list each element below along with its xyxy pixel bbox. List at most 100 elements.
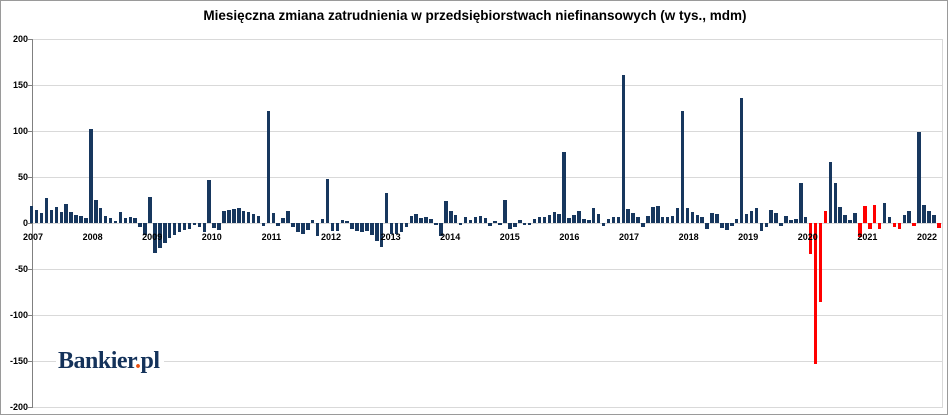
y-axis-label--200: -200 xyxy=(9,402,28,412)
bar-2021-02 xyxy=(863,205,867,223)
bar-2009-11 xyxy=(197,223,202,227)
x-axis-label-2015: 2015 xyxy=(499,232,520,242)
bar-2015-05 xyxy=(522,223,527,225)
y-axis-tick--150 xyxy=(28,361,32,362)
bar-2019-06 xyxy=(764,223,769,227)
x-axis-label-2017: 2017 xyxy=(618,232,640,242)
bar-2007-11 xyxy=(79,215,83,223)
bar-2020-08 xyxy=(833,182,838,223)
x-axis-label-2008: 2008 xyxy=(82,232,103,242)
bar-2014-12 xyxy=(498,223,502,225)
bar-2016-06 xyxy=(587,220,591,223)
bar-2016-11 xyxy=(611,216,616,223)
bar-2017-04 xyxy=(636,217,640,223)
bar-2010-08 xyxy=(241,211,246,223)
x-axis-label-2019: 2019 xyxy=(738,232,759,242)
x-axis-label-2012: 2012 xyxy=(320,232,342,242)
gridline-y200 xyxy=(32,39,942,40)
bar-2018-02 xyxy=(685,208,690,223)
bar-2010-12 xyxy=(261,223,266,226)
bar-2013-04 xyxy=(399,223,404,233)
plot-right-border xyxy=(942,39,943,408)
bar-2007-12 xyxy=(84,218,88,223)
bar-2019-04 xyxy=(754,208,759,223)
gridline-y-100 xyxy=(32,315,942,316)
bar-2020-07 xyxy=(828,162,833,223)
bar-2010-04 xyxy=(222,211,226,223)
bar-2020-12 xyxy=(853,212,857,223)
bar-2007-05 xyxy=(49,210,54,223)
bar-2015-10 xyxy=(547,214,552,223)
bar-2014-03 xyxy=(453,214,458,223)
bar-2009-12 xyxy=(202,223,206,233)
y-axis-label-0: 0 xyxy=(22,218,28,228)
bar-2018-12 xyxy=(734,219,739,223)
bar-2017-06 xyxy=(646,215,650,223)
bar-2021-04 xyxy=(872,204,877,223)
bar-2011-01 xyxy=(266,110,271,223)
bar-2012-02 xyxy=(330,223,335,232)
x-axis-label-2016: 2016 xyxy=(559,232,580,242)
y-axis-tick-0 xyxy=(28,223,32,224)
bar-2019-12 xyxy=(794,219,798,223)
bar-2014-10 xyxy=(488,223,492,226)
bar-2008-08 xyxy=(123,218,128,223)
y-axis-tick-50 xyxy=(28,177,32,178)
bar-2010-02 xyxy=(212,223,216,228)
bar-2018-05 xyxy=(700,216,704,223)
bar-2008-07 xyxy=(118,211,123,223)
bar-2017-07 xyxy=(651,207,655,223)
bar-2021-05 xyxy=(877,223,882,230)
x-axis-label-2011: 2011 xyxy=(261,232,282,242)
bar-2018-07 xyxy=(710,212,714,223)
bar-2015-01 xyxy=(503,200,507,223)
bar-2016-05 xyxy=(582,219,586,223)
bar-2016-08 xyxy=(596,213,601,223)
bar-2012-07 xyxy=(355,223,359,232)
bar-2015-06 xyxy=(527,223,532,225)
bar-2008-05 xyxy=(108,218,113,223)
bar-2018-10 xyxy=(725,223,729,231)
bar-2020-10 xyxy=(843,214,847,223)
bar-2010-09 xyxy=(246,211,251,223)
bar-2014-07 xyxy=(473,217,478,223)
x-axis-label-2009: 2009 xyxy=(142,232,163,242)
bankier-logo: Bankier.pl xyxy=(56,348,164,376)
gridline-y-150 xyxy=(32,361,942,362)
bar-2017-02 xyxy=(626,209,630,223)
gridline-y150 xyxy=(32,85,942,86)
logo-text-bankier: Bankier xyxy=(58,348,135,374)
bar-2021-08 xyxy=(892,223,897,227)
bar-2022-02 xyxy=(922,204,926,223)
bar-2015-09 xyxy=(542,216,547,223)
y-axis-label-150: 150 xyxy=(12,80,28,90)
bar-2011-05 xyxy=(286,211,290,223)
bar-2020-11 xyxy=(848,220,852,223)
bar-2011-04 xyxy=(281,218,285,223)
bar-2015-07 xyxy=(532,219,537,223)
x-axis-label-2020: 2020 xyxy=(797,232,818,242)
bar-2016-02 xyxy=(567,218,571,223)
bar-2014-09 xyxy=(483,218,487,223)
bar-2012-10 xyxy=(370,223,374,235)
bar-2020-06 xyxy=(823,211,828,223)
bar-2008-06 xyxy=(113,221,118,223)
bar-2016-12 xyxy=(616,216,621,223)
bar-2020-05 xyxy=(818,223,823,303)
x-axis-label-2013: 2013 xyxy=(380,232,401,242)
bar-2008-02 xyxy=(94,200,98,223)
bar-2010-10 xyxy=(251,213,256,223)
bar-2013-01 xyxy=(384,192,389,223)
bar-2019-11 xyxy=(789,220,793,223)
bar-2021-10 xyxy=(902,214,907,223)
bar-2013-08 xyxy=(419,218,423,223)
bar-2015-08 xyxy=(537,217,542,223)
bar-2010-07 xyxy=(237,208,241,223)
bar-2011-08 xyxy=(301,223,305,235)
bar-2007-06 xyxy=(54,207,59,223)
y-axis-label-200: 200 xyxy=(12,34,28,44)
bar-2022-01 xyxy=(917,131,921,223)
y-axis-label--100: -100 xyxy=(9,310,28,320)
bar-2022-04 xyxy=(932,214,936,223)
logo-text-pl: pl xyxy=(140,348,160,374)
